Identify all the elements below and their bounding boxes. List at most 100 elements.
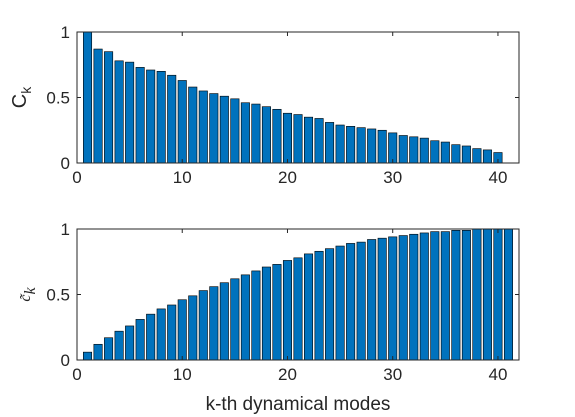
bar-14	[219, 282, 229, 361]
bar-2	[93, 48, 103, 164]
x-tick-label: 0	[72, 168, 81, 187]
bar-18	[261, 266, 271, 361]
bottom-chart-panel: 0 10 20 30 40 0 0.5 1 c̃k k-th dynamical modes	[17, 220, 520, 415]
bar-6	[135, 319, 145, 361]
bar-7	[146, 313, 156, 361]
bar-9	[167, 304, 177, 361]
bar-7	[146, 69, 156, 164]
bar-41	[503, 228, 513, 361]
bar-12	[198, 90, 208, 164]
x-tick-label: 0	[72, 365, 81, 384]
bar-20	[282, 112, 292, 164]
bar-31	[398, 235, 408, 361]
bar-33	[419, 137, 429, 164]
bar-10	[177, 80, 187, 164]
bar-39	[482, 228, 492, 361]
bar-34	[430, 231, 440, 361]
bar-5	[125, 325, 135, 361]
bar-19	[272, 264, 282, 361]
bar-13	[209, 93, 219, 164]
y-axis-label: c̃k	[17, 287, 39, 302]
bar-8	[156, 71, 166, 164]
bar-25	[335, 245, 345, 361]
x-tick-label: 30	[383, 168, 402, 187]
bar-39	[482, 149, 492, 164]
top-chart-panel: 0 10 20 30 40 0 0.5 1 Ck	[9, 23, 520, 187]
bar-29	[377, 237, 387, 361]
y-axis-label-subscript: k	[22, 287, 39, 295]
bar-3	[104, 337, 114, 361]
bar-5	[125, 61, 135, 164]
bar-8	[156, 308, 166, 361]
y-tick-label: 0	[61, 351, 70, 370]
y-axis-label-main: c̃	[17, 293, 34, 302]
bar-21	[293, 114, 303, 164]
bar-3	[104, 51, 114, 164]
bar-9	[167, 74, 177, 164]
bar-16	[240, 102, 250, 164]
bar-28	[367, 239, 377, 361]
x-tick-label: 30	[383, 365, 402, 384]
y-axis-label-main: C	[9, 94, 31, 108]
bar-1	[83, 31, 93, 164]
bar-33	[419, 232, 429, 361]
bar-1	[83, 351, 93, 361]
bar-30	[388, 236, 398, 361]
bar-31	[398, 135, 408, 164]
bar-27	[356, 127, 366, 164]
bar-23	[314, 118, 324, 164]
bar-38	[472, 148, 482, 164]
bar-19	[272, 108, 282, 164]
bar-24	[325, 122, 335, 164]
bar-24	[325, 248, 335, 361]
bar-26	[346, 126, 356, 164]
bar-26	[346, 243, 356, 361]
bar-27	[356, 241, 366, 361]
y-tick-label: 0	[61, 154, 70, 173]
bar-15	[230, 98, 240, 164]
y-axis-label-subscript: k	[18, 86, 34, 94]
bar-29	[377, 129, 387, 164]
bar-11	[188, 295, 198, 361]
bar-36	[451, 144, 461, 164]
bar-32	[409, 233, 419, 361]
bar-15	[230, 278, 240, 361]
bar-20	[282, 260, 292, 361]
bar-25	[335, 124, 345, 164]
bar-36	[451, 230, 461, 361]
bar-37	[461, 145, 471, 164]
bar-21	[293, 257, 303, 361]
bar-10	[177, 299, 187, 361]
x-tick-label: 10	[173, 168, 192, 187]
x-axis-label: k-th dynamical modes	[206, 394, 391, 415]
bar-4	[114, 330, 124, 361]
y-axis-label: Ck	[9, 86, 34, 108]
y-tick-label: 1	[61, 220, 70, 239]
bar-30	[388, 132, 398, 164]
bar-40	[493, 228, 503, 361]
x-tick-label: 40	[488, 365, 507, 384]
bar-22	[304, 116, 314, 164]
bar-34	[430, 140, 440, 164]
y-tick-label: 0.5	[46, 286, 70, 305]
bar-32	[409, 136, 419, 164]
bar-4	[114, 60, 124, 164]
bar-6	[135, 67, 145, 164]
bar-16	[240, 274, 250, 361]
x-tick-label: 40	[488, 168, 507, 187]
bar-14	[219, 95, 229, 164]
bar-37	[461, 230, 471, 361]
bar-11	[188, 86, 198, 164]
bar-35	[440, 231, 450, 361]
bar-17	[251, 270, 261, 361]
bar-23	[314, 250, 324, 361]
x-tick-label: 10	[173, 365, 192, 384]
x-tick-label: 20	[278, 365, 297, 384]
y-tick-label: 1	[61, 23, 70, 42]
bar-17	[251, 103, 261, 164]
bar-35	[440, 141, 450, 164]
bar-13	[209, 286, 219, 361]
x-tick-label: 20	[278, 168, 297, 187]
bar-38	[472, 228, 482, 361]
